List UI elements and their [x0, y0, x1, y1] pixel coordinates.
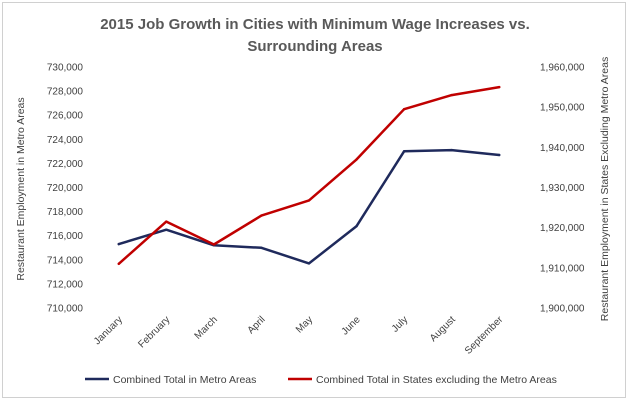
series-line-1: [117, 85, 501, 266]
y-left-tick-label: 730,000: [47, 63, 84, 74]
series-lines: [117, 85, 501, 266]
y-left-tick-label: 714,000: [47, 255, 84, 266]
y-left-ticks: 710,000 712,000 714,000 716,000 718,000 720,0…: [47, 63, 84, 315]
chart-title-line-2: Surrounding Areas: [247, 38, 382, 55]
y-left-tick-label: 712,000: [47, 279, 84, 290]
series-0-point: [165, 228, 168, 231]
series-1-point: [260, 214, 263, 217]
x-axis-ticks: January February March April May June July Augu…: [92, 314, 506, 357]
x-tick-label: July: [390, 314, 410, 334]
legend: Combined Total in Metro Areas Combined T…: [85, 374, 557, 386]
x-tick-label: March: [193, 314, 220, 341]
series-line-0: [117, 148, 501, 265]
legend-label-states: Combined Total in States excluding the M…: [316, 374, 557, 386]
y-left-tick-label: 722,000: [47, 159, 84, 170]
legend-label-metro: Combined Total in Metro Areas: [113, 374, 256, 386]
y-right-tick-label: 1,950,000: [540, 103, 585, 114]
x-tick-label: April: [246, 314, 268, 336]
y-right-tick-label: 1,910,000: [540, 263, 585, 274]
x-tick-label: June: [340, 314, 363, 337]
x-tick-label: August: [428, 314, 458, 344]
y-left-tick-label: 724,000: [47, 135, 84, 146]
y-left-tick-label: 710,000: [47, 304, 84, 315]
series-0-point: [498, 153, 501, 157]
series-0-point: [355, 224, 358, 228]
y-right-tick-label: 1,920,000: [540, 223, 585, 234]
y-right-tick-label: 1,900,000: [540, 304, 585, 315]
series-1-point: [355, 158, 358, 161]
series-0-point: [450, 148, 453, 152]
series-0-point: [260, 246, 263, 249]
y-left-tick-label: 718,000: [47, 207, 84, 218]
series-1-point: [450, 93, 453, 97]
y-left-tick-label: 716,000: [47, 231, 84, 242]
x-tick-label: February: [136, 314, 172, 350]
x-tick-label: January: [92, 314, 125, 347]
line-chart: 2015 Job Growth in Cities with Minimum W…: [15, 16, 611, 386]
y-right-tick-label: 1,940,000: [540, 143, 585, 154]
series-1-point: [165, 220, 168, 223]
series-1-point: [117, 262, 121, 265]
x-tick-label: May: [294, 314, 315, 335]
chart-title-line-1: 2015 Job Growth in Cities with Minimum W…: [100, 16, 530, 33]
y-left-axis-title: Restaurant Employment in Metro Areas: [15, 97, 27, 280]
y-right-ticks: 1,900,000 1,910,000 1,920,000 1,930,000 1,94…: [540, 63, 585, 315]
y-right-tick-label: 1,960,000: [540, 63, 585, 74]
y-right-axis-title: Restaurant Employment in States Excludin…: [599, 57, 611, 321]
series-0-point: [307, 262, 311, 265]
series-1-point: [498, 85, 501, 89]
series-0-point: [117, 242, 121, 246]
series-1-point: [402, 108, 406, 111]
chart-frame: 2015 Job Growth in Cities with Minimum W…: [2, 2, 626, 398]
y-left-tick-label: 728,000: [47, 87, 84, 98]
series-1-point: [212, 243, 216, 246]
x-tick-label: September: [463, 314, 506, 357]
y-left-tick-label: 726,000: [47, 111, 84, 122]
series-0-point: [402, 150, 406, 153]
y-left-tick-label: 720,000: [47, 183, 84, 194]
y-right-tick-label: 1,930,000: [540, 183, 585, 194]
series-1-point: [307, 199, 311, 202]
